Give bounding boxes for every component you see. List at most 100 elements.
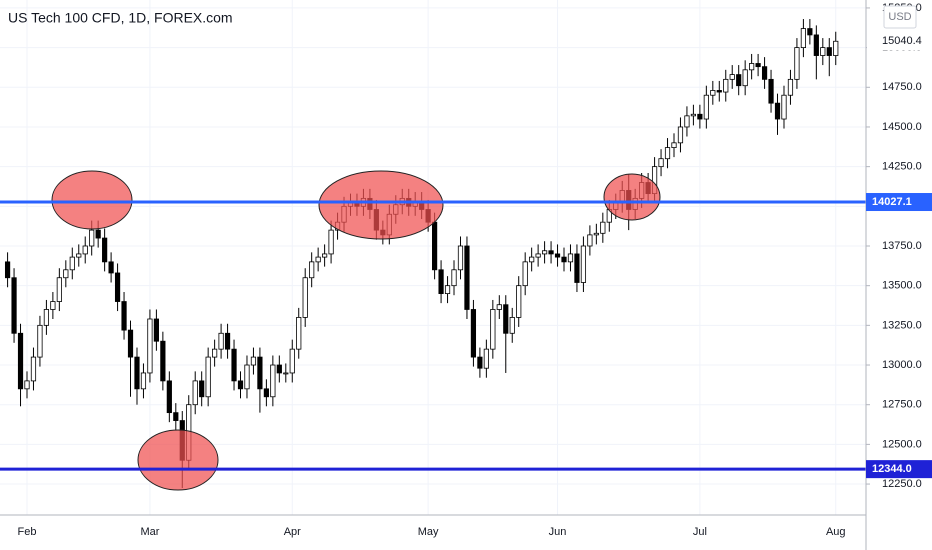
candle-body xyxy=(11,277,17,334)
candle-body xyxy=(729,74,735,80)
candle-body xyxy=(250,356,257,366)
candle-body xyxy=(574,253,580,283)
candle-body xyxy=(76,253,82,258)
candle-body xyxy=(787,78,794,96)
candle-body xyxy=(768,78,774,104)
highlight-ellipse xyxy=(603,173,661,221)
candle-body xyxy=(160,340,166,382)
candle-body xyxy=(127,329,134,358)
candle-body xyxy=(496,304,502,310)
candle-body xyxy=(244,364,250,390)
candle-body xyxy=(444,285,451,295)
y-tick-label: 13500.0 xyxy=(882,280,922,292)
candle-body xyxy=(716,90,722,93)
level-label: 12344.0 xyxy=(872,463,912,475)
candle-body xyxy=(224,332,231,350)
candle-body xyxy=(322,253,328,258)
candle-body xyxy=(755,63,761,68)
candle-body xyxy=(567,253,574,263)
candle-body xyxy=(108,261,114,274)
candle-body xyxy=(43,309,50,326)
candle-body xyxy=(723,78,729,93)
candle-body xyxy=(703,94,709,120)
candle-body xyxy=(121,301,127,331)
candle-body xyxy=(315,256,321,263)
candle-body xyxy=(309,261,315,279)
candle-body xyxy=(134,356,140,390)
candle-body xyxy=(749,63,755,71)
x-tick-label: May xyxy=(418,526,439,538)
candle-body xyxy=(690,113,697,117)
highlight-ellipse xyxy=(318,170,444,240)
candle-body xyxy=(541,250,548,255)
x-tick-label: Apr xyxy=(284,526,301,538)
last-price-box xyxy=(867,32,932,51)
candle-body xyxy=(522,261,528,287)
candle-body xyxy=(173,412,179,421)
candle-body xyxy=(710,90,716,96)
candle-body xyxy=(516,285,522,318)
candle-body xyxy=(477,356,483,369)
candle-body xyxy=(554,253,561,258)
candle-body xyxy=(237,380,244,390)
candle-body xyxy=(205,356,211,398)
y-tick-label: 12250.0 xyxy=(882,478,922,490)
candle-body xyxy=(490,309,496,350)
candle-body xyxy=(30,356,37,382)
x-tick-label: Feb xyxy=(18,526,37,538)
candle-body xyxy=(153,318,159,342)
candle-body xyxy=(147,318,153,374)
candle-body xyxy=(529,256,535,263)
candle-body xyxy=(807,28,813,36)
candle-body xyxy=(548,250,554,255)
candle-body xyxy=(37,324,43,358)
candle-body xyxy=(794,47,800,80)
candle-body xyxy=(774,102,781,120)
candle-body xyxy=(276,364,282,374)
candle-body xyxy=(587,234,593,247)
candle-body xyxy=(833,40,839,56)
y-tick-label: 12500.0 xyxy=(882,438,922,450)
candle-body xyxy=(95,229,101,239)
candle-body xyxy=(296,317,302,350)
candle-body xyxy=(56,277,62,302)
candle-body xyxy=(509,317,515,334)
candle-body xyxy=(800,28,806,49)
highlight-ellipse xyxy=(51,170,133,230)
candle-body xyxy=(457,245,464,271)
candle-body xyxy=(684,115,690,128)
candle-body xyxy=(89,229,95,247)
overlays xyxy=(0,200,866,471)
candle-body xyxy=(677,126,684,144)
y-tick-label: 13750.0 xyxy=(882,240,922,252)
candle-body xyxy=(102,237,108,263)
candle-body xyxy=(24,380,30,390)
level-label-box xyxy=(866,193,932,212)
candle-body xyxy=(114,272,121,302)
candle-body xyxy=(697,113,703,120)
candle-body xyxy=(593,232,599,236)
candle-body xyxy=(140,372,147,390)
candle-body xyxy=(561,256,567,263)
candle-body xyxy=(820,47,826,56)
candle-body xyxy=(742,69,748,87)
candle-body xyxy=(813,34,819,56)
candle-body xyxy=(470,309,477,358)
x-tick-label: Jul xyxy=(693,526,707,538)
candle-body xyxy=(600,221,606,234)
candle-body xyxy=(166,380,172,414)
candle-body xyxy=(199,380,205,398)
candle-body xyxy=(270,364,276,398)
candle-body xyxy=(781,94,787,120)
candle-body xyxy=(736,74,742,87)
candle-body xyxy=(761,66,768,80)
candle-body xyxy=(580,245,587,283)
currency-badge xyxy=(883,5,917,29)
y-tick-label: 13250.0 xyxy=(882,319,922,331)
candle-body xyxy=(464,245,470,310)
y-tick-label: 13000.0 xyxy=(882,359,922,371)
candle-body xyxy=(451,269,457,287)
highlight-ellipse xyxy=(137,429,219,491)
x-tick-label: Mar xyxy=(140,526,159,538)
